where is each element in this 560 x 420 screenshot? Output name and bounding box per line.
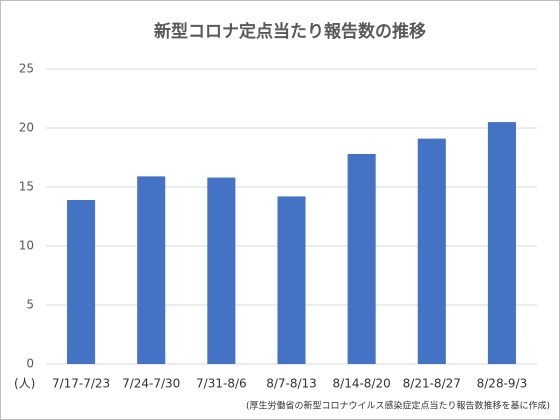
y-tick-label: 20 xyxy=(19,121,34,135)
source-note: (厚生労働省の新型コロナウイルス感染症定点当たり報告数推移を基に作成) xyxy=(246,400,550,412)
x-tick-label: 7/17-7/23 xyxy=(52,377,110,391)
bar xyxy=(417,138,446,364)
bar xyxy=(277,196,306,364)
x-tick-label: 8/7-8/13 xyxy=(266,377,317,391)
chart-title: 新型コロナ定点当たり報告数の推移 xyxy=(154,21,426,42)
bar xyxy=(347,153,376,364)
x-tick-label: 7/24-7/30 xyxy=(122,377,180,391)
bar xyxy=(137,176,166,364)
y-tick-label: 25 xyxy=(19,62,34,76)
bar xyxy=(487,122,516,364)
bar xyxy=(67,199,96,364)
x-tick-label: 8/21-8/27 xyxy=(403,377,461,391)
x-tick-label: 7/31-8/6 xyxy=(196,377,247,391)
x-tick-label: 8/14-8/20 xyxy=(333,377,391,391)
bar xyxy=(207,177,236,364)
x-tick-label: 8/28-9/3 xyxy=(477,377,528,391)
y-tick-label: 10 xyxy=(19,239,34,253)
y-tick-label: 5 xyxy=(26,298,34,312)
y-tick-label: 0 xyxy=(26,357,34,371)
unit-label: (人) xyxy=(14,377,35,391)
y-tick-label: 15 xyxy=(19,180,34,194)
